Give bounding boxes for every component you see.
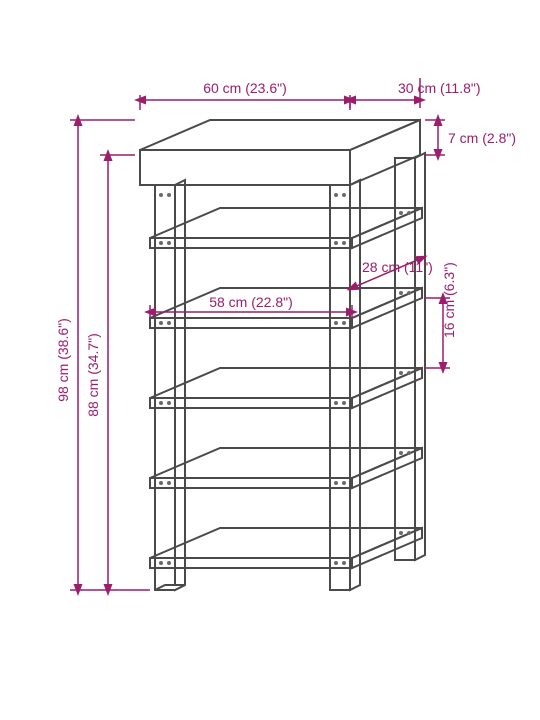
dimension-diagram: 60 cm (23.6") 30 cm (11.8") 7 cm (2.8") …: [0, 0, 540, 720]
dim-width-top: 60 cm (23.6"): [203, 80, 287, 96]
dim-depth-top: 30 cm (11.8"): [398, 80, 481, 96]
dim-shelf-width: 58 cm (22.8"): [209, 294, 293, 310]
top-cap: [140, 120, 420, 185]
dim-top-height: 7 cm (2.8"): [448, 130, 516, 146]
dim-inner-height: 88 cm (34.7"): [85, 333, 101, 417]
dim-shelf-gap: 16 cm (6.3"): [441, 262, 457, 338]
dim-shelf-depth: 28 cm (11"): [362, 259, 433, 275]
dim-total-height: 98 cm (38.6"): [55, 318, 71, 402]
dimension-lines: 60 cm (23.6") 30 cm (11.8") 7 cm (2.8") …: [55, 78, 516, 590]
